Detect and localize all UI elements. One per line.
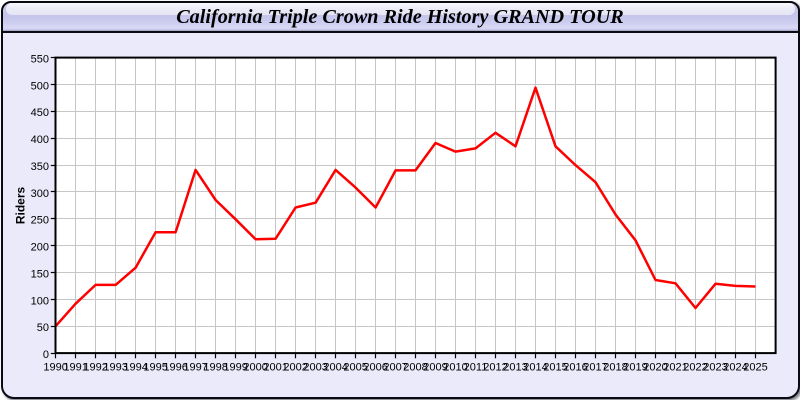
- svg-text:2010: 2010: [443, 361, 467, 373]
- svg-text:400: 400: [31, 134, 49, 146]
- svg-text:250: 250: [31, 215, 49, 227]
- svg-text:2015: 2015: [543, 361, 567, 373]
- svg-text:150: 150: [31, 268, 49, 280]
- svg-text:2019: 2019: [623, 361, 647, 373]
- svg-text:1990: 1990: [43, 361, 67, 373]
- svg-text:1999: 1999: [223, 361, 247, 373]
- svg-text:2002: 2002: [283, 361, 307, 373]
- svg-text:1997: 1997: [183, 361, 207, 373]
- svg-text:1998: 1998: [203, 361, 227, 373]
- svg-text:2016: 2016: [563, 361, 587, 373]
- svg-text:2012: 2012: [483, 361, 507, 373]
- svg-text:1994: 1994: [123, 361, 147, 373]
- svg-text:2017: 2017: [583, 361, 607, 373]
- svg-text:450: 450: [31, 107, 49, 119]
- svg-text:Riders: Riders: [14, 187, 28, 225]
- svg-text:1991: 1991: [63, 361, 87, 373]
- svg-text:2011: 2011: [464, 361, 488, 373]
- svg-text:100: 100: [31, 295, 49, 307]
- svg-text:2003: 2003: [303, 361, 327, 373]
- svg-text:1996: 1996: [163, 361, 187, 373]
- svg-text:2022: 2022: [683, 361, 707, 373]
- svg-text:1993: 1993: [103, 361, 127, 373]
- svg-text:500: 500: [31, 80, 49, 92]
- svg-text:2021: 2021: [663, 361, 687, 373]
- svg-text:2020: 2020: [643, 361, 667, 373]
- svg-text:200: 200: [31, 242, 49, 254]
- svg-text:2014: 2014: [523, 361, 547, 373]
- svg-text:300: 300: [31, 188, 49, 200]
- svg-text:2004: 2004: [323, 361, 347, 373]
- svg-text:2005: 2005: [343, 361, 367, 373]
- svg-text:2013: 2013: [503, 361, 527, 373]
- svg-text:2006: 2006: [363, 361, 387, 373]
- svg-text:2008: 2008: [403, 361, 427, 373]
- svg-text:1995: 1995: [143, 361, 167, 373]
- svg-text:2000: 2000: [243, 361, 267, 373]
- svg-text:2018: 2018: [603, 361, 627, 373]
- svg-text:2023: 2023: [703, 361, 727, 373]
- svg-text:2024: 2024: [723, 361, 747, 373]
- svg-text:2009: 2009: [423, 361, 447, 373]
- svg-text:0: 0: [43, 349, 49, 361]
- svg-text:1992: 1992: [83, 361, 107, 373]
- svg-text:550: 550: [31, 54, 49, 66]
- svg-text:2025: 2025: [743, 361, 767, 373]
- svg-text:350: 350: [31, 161, 49, 173]
- svg-text:2007: 2007: [383, 361, 407, 373]
- svg-text:2001: 2001: [263, 361, 287, 373]
- svg-text:50: 50: [37, 322, 49, 334]
